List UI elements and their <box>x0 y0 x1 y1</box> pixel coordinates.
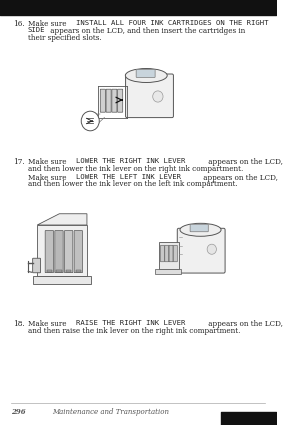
Text: 296: 296 <box>11 408 26 416</box>
FancyBboxPatch shape <box>45 231 53 273</box>
Bar <box>46 270 52 272</box>
FancyBboxPatch shape <box>126 74 173 118</box>
Text: INSTALL ALL FOUR INK CARTRIDGES ON THE RIGHT: INSTALL ALL FOUR INK CARTRIDGES ON THE R… <box>76 20 268 26</box>
FancyBboxPatch shape <box>33 276 91 283</box>
FancyBboxPatch shape <box>190 224 208 232</box>
Text: Make sure: Make sure <box>28 20 68 28</box>
FancyBboxPatch shape <box>165 245 169 262</box>
Circle shape <box>81 111 99 131</box>
FancyBboxPatch shape <box>74 231 82 273</box>
FancyBboxPatch shape <box>169 245 173 262</box>
FancyBboxPatch shape <box>33 258 41 273</box>
Text: SIDE: SIDE <box>28 27 45 33</box>
Text: and then lower the ink lever on the right ink compartment.: and then lower the ink lever on the righ… <box>28 165 243 173</box>
FancyBboxPatch shape <box>159 242 179 269</box>
Text: appears on the LCD, and then insert the cartridges in: appears on the LCD, and then insert the … <box>48 27 246 35</box>
FancyBboxPatch shape <box>37 225 87 276</box>
FancyBboxPatch shape <box>100 89 105 112</box>
FancyBboxPatch shape <box>173 245 177 262</box>
Text: and then lower the ink lever on the left ink compartment.: and then lower the ink lever on the left… <box>28 180 237 188</box>
Polygon shape <box>37 214 87 225</box>
Text: 18.: 18. <box>13 320 25 328</box>
FancyBboxPatch shape <box>55 231 63 273</box>
FancyBboxPatch shape <box>112 89 117 112</box>
Circle shape <box>153 91 163 102</box>
Text: Maintenance and Transportation: Maintenance and Transportation <box>52 408 170 416</box>
Text: Make sure: Make sure <box>28 173 68 181</box>
FancyBboxPatch shape <box>106 89 111 112</box>
Text: 17.: 17. <box>13 158 25 166</box>
FancyBboxPatch shape <box>118 89 123 112</box>
Text: Make sure: Make sure <box>28 320 68 328</box>
Bar <box>155 269 181 275</box>
Text: 16.: 16. <box>13 20 25 28</box>
Ellipse shape <box>180 223 221 236</box>
Text: appears on the LCD,: appears on the LCD, <box>206 158 283 166</box>
Text: LOWER THE RIGHT INK LEVER: LOWER THE RIGHT INK LEVER <box>76 158 185 164</box>
Text: and then raise the ink lever on the right ink compartment.: and then raise the ink lever on the righ… <box>28 327 240 335</box>
FancyBboxPatch shape <box>64 231 73 273</box>
Ellipse shape <box>125 68 167 82</box>
Text: their specified slots.: their specified slots. <box>28 34 101 42</box>
Bar <box>56 270 62 272</box>
Text: RAISE THE RIGHT INK LEVER: RAISE THE RIGHT INK LEVER <box>76 320 185 326</box>
Text: appears on the LCD,: appears on the LCD, <box>201 173 278 181</box>
Text: appears on the LCD,: appears on the LCD, <box>206 320 283 328</box>
Bar <box>66 270 71 272</box>
FancyBboxPatch shape <box>177 228 225 273</box>
Text: Make sure: Make sure <box>28 158 68 166</box>
Text: LOWER THE LEFT INK LEVER: LOWER THE LEFT INK LEVER <box>76 173 181 180</box>
FancyBboxPatch shape <box>160 245 164 262</box>
FancyBboxPatch shape <box>136 69 155 77</box>
Bar <box>76 270 81 272</box>
Circle shape <box>207 244 216 254</box>
